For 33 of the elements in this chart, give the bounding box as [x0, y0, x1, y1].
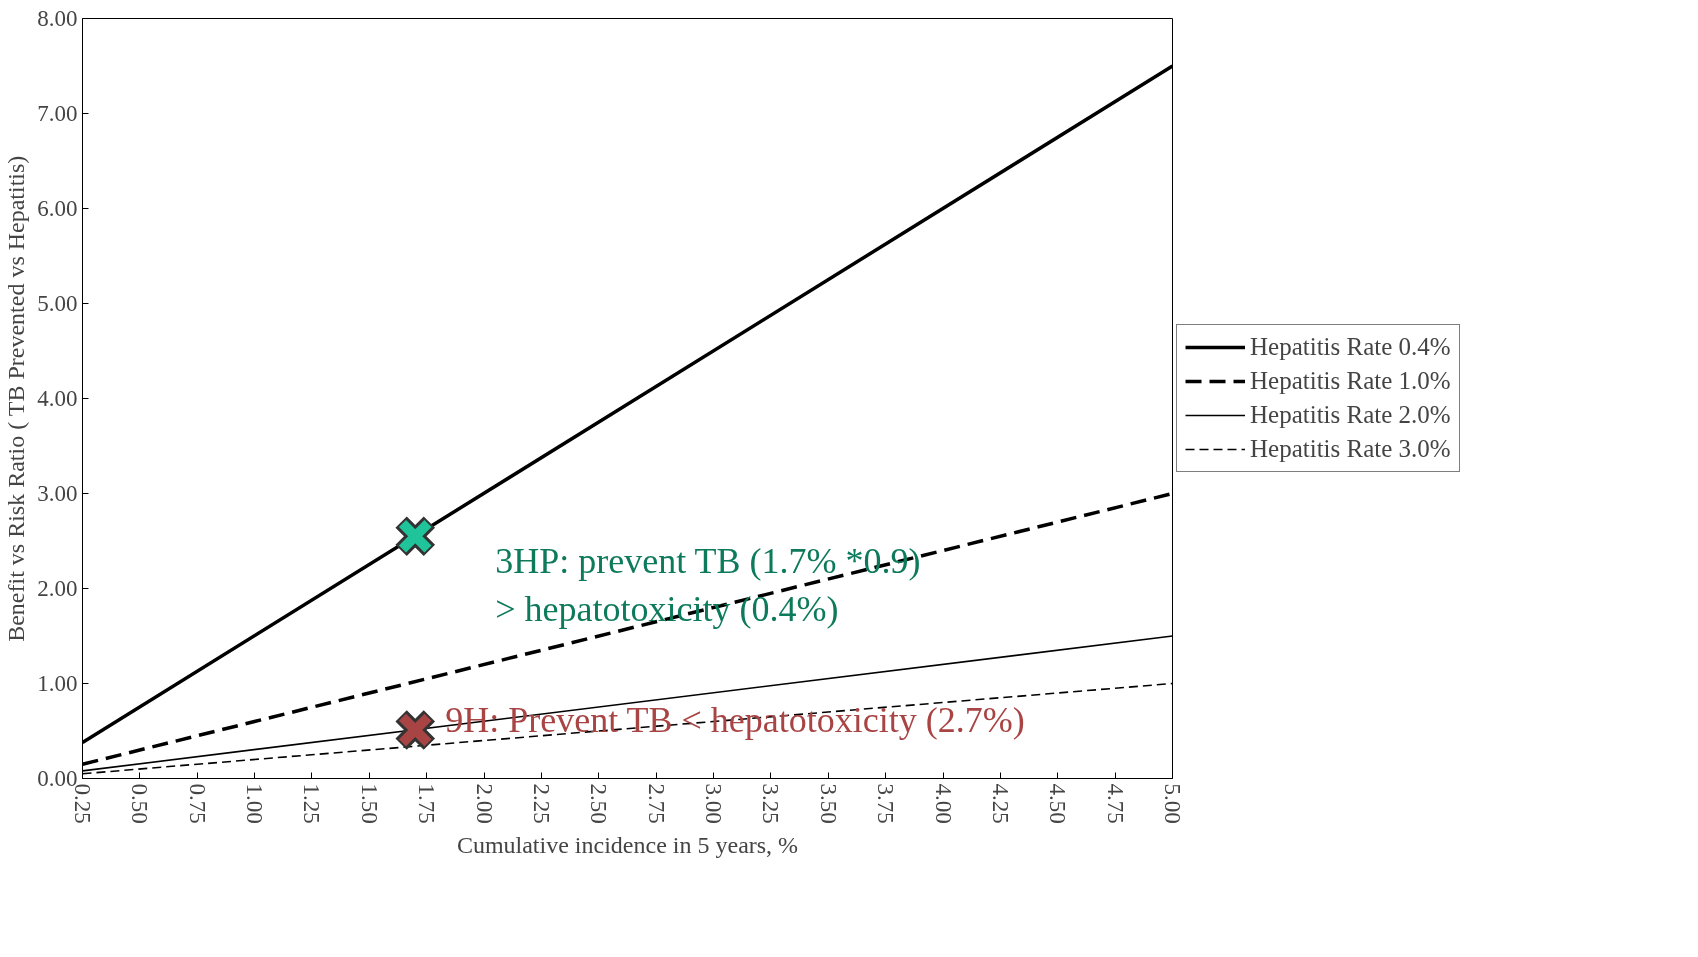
- x-tick-label: 3.50: [815, 783, 841, 824]
- x-tick-label: 3.25: [758, 783, 784, 824]
- x-tick-label: 5.00: [1160, 783, 1185, 824]
- legend-label: Hepatitis Rate 1.0%: [1250, 367, 1451, 395]
- y-tick-label: 3.00: [37, 481, 78, 506]
- y-tick-label: 7.00: [37, 101, 78, 126]
- x-tick-label: 0.75: [184, 783, 210, 824]
- y-tick-label: 1.00: [37, 671, 78, 696]
- x-tick-label: 0.50: [127, 783, 153, 824]
- x-tick-label: 1.75: [414, 783, 440, 824]
- x-tick-label: 2.50: [586, 783, 612, 824]
- x-tick-label: 1.25: [299, 783, 325, 824]
- x-tick-label: 1.50: [356, 783, 382, 824]
- x-tick-label: 4.25: [987, 783, 1013, 824]
- x-tick-label: 2.75: [643, 783, 669, 824]
- y-tick-label: 5.00: [37, 291, 78, 316]
- y-tick-label: 6.00: [37, 196, 78, 221]
- x-tick-label: 2.25: [528, 783, 554, 824]
- y-axis-title: Benefit vs Risk Ratio ( TB Prevented vs Hepatitis): [3, 155, 30, 642]
- legend-label: Hepatitis Rate 0.4%: [1250, 333, 1451, 361]
- x-tick-label: 3.00: [701, 783, 727, 824]
- x-tick-label: 4.50: [1045, 783, 1071, 824]
- x-tick-label: 4.00: [930, 783, 956, 824]
- x-tick-label: 1.00: [242, 783, 268, 824]
- legend-label: Hepatitis Rate 2.0%: [1250, 401, 1451, 429]
- x-tick-label: 3.75: [873, 783, 899, 824]
- x-tick-label: 4.75: [1102, 783, 1128, 824]
- y-tick-label: 8.00: [37, 6, 78, 31]
- x-tick-label: 2.00: [471, 783, 497, 824]
- legend-label: Hepatitis Rate 3.0%: [1250, 435, 1451, 463]
- y-tick-label: 4.00: [37, 386, 78, 411]
- x-axis-title: Cumulative incidence in 5 years, %: [456, 831, 799, 858]
- y-tick-label: 2.00: [37, 576, 78, 601]
